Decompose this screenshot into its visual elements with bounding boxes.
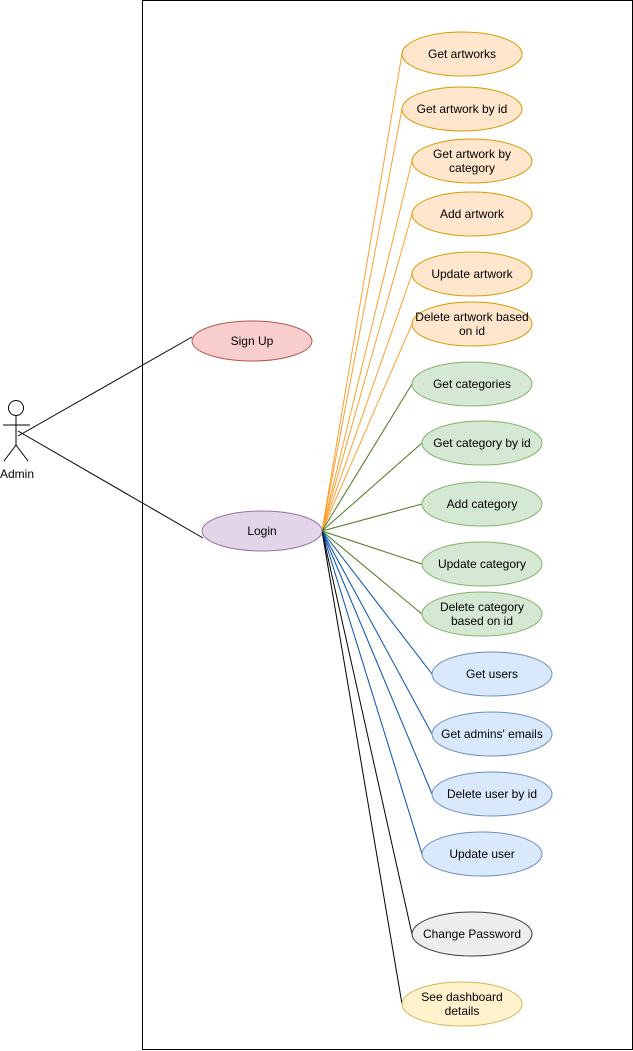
association-login-change-password — [321, 530, 413, 935]
get-category-by-id-use-case[interactable]: Get category by id — [421, 420, 543, 466]
association-login-update-artwork — [321, 273, 413, 532]
get-categories-use-case-label: Get categories — [433, 377, 511, 391]
association-login-delete-category — [321, 530, 423, 615]
association-login-get-categories — [321, 383, 413, 532]
actor-label: Admin — [0, 467, 34, 481]
delete-category-use-case-label: Delete category — [440, 600, 524, 614]
get-artwork-by-id-use-case-ellipse — [401, 86, 523, 132]
get-artworks-use-case-ellipse — [401, 31, 523, 77]
admin-actor[interactable]: Admin — [0, 400, 34, 482]
delete-artwork-use-case-label: Delete artwork based — [415, 310, 528, 324]
sign-up-use-case[interactable]: Sign Up — [191, 320, 313, 362]
add-category-use-case[interactable]: Add category — [421, 481, 543, 527]
update-artwork-use-case[interactable]: Update artwork — [411, 251, 533, 297]
association-login-update-user — [321, 530, 423, 855]
get-users-use-case-label: Get users — [466, 667, 518, 681]
delete-artwork-use-case-ellipse — [411, 301, 533, 347]
get-category-by-id-use-case-label: Get category by id — [433, 436, 530, 450]
association-login-get-artwork-by-category — [321, 160, 413, 532]
change-password-use-case[interactable]: Change Password — [411, 911, 533, 957]
get-artworks-use-case-label: Get artworks — [428, 47, 496, 61]
update-user-use-case[interactable]: Update user — [421, 831, 543, 877]
delete-user-by-id-use-case-ellipse — [431, 771, 553, 817]
get-admins-emails-use-case-label: Get admins' emails — [441, 727, 543, 741]
get-admins-emails-use-case-ellipse — [431, 711, 553, 757]
association-admin-login — [17, 430, 204, 539]
delete-user-by-id-use-case-label: Delete user by id — [447, 787, 537, 801]
get-artwork-by-category-use-case-ellipse — [411, 138, 533, 184]
add-category-use-case-ellipse — [421, 481, 543, 527]
delete-category-use-case-ellipse — [421, 591, 543, 637]
update-artwork-use-case-ellipse — [411, 251, 533, 297]
login-use-case[interactable]: Login — [201, 510, 323, 552]
get-users-use-case[interactable]: Get users — [431, 651, 553, 697]
association-login-get-users — [321, 530, 433, 675]
association-lines — [17, 53, 433, 1005]
add-artwork-use-case[interactable]: Add artwork — [411, 191, 533, 237]
association-login-delete-artwork — [321, 323, 413, 532]
sign-up-use-case-label: Sign Up — [231, 334, 274, 348]
association-login-get-category-by-id — [321, 442, 423, 532]
get-categories-use-case[interactable]: Get categories — [411, 361, 533, 407]
association-login-delete-user-by-id — [321, 530, 433, 795]
get-category-by-id-use-case-ellipse — [421, 420, 543, 466]
use-case-nodes: Sign Up Login Get artworks Get artwork by i… — [191, 31, 553, 1027]
association-login-get-admins-emails — [321, 530, 433, 735]
delete-user-by-id-use-case[interactable]: Delete user by id — [431, 771, 553, 817]
login-use-case-label: Login — [247, 524, 276, 538]
delete-category-use-case-label: based on id — [451, 614, 513, 628]
delete-artwork-use-case-label: on id — [459, 324, 485, 338]
add-category-use-case-label: Add category — [447, 497, 518, 511]
update-user-use-case-label: Update user — [449, 847, 514, 861]
login-use-case-ellipse — [201, 510, 323, 552]
get-admins-emails-use-case[interactable]: Get admins' emails — [431, 711, 553, 757]
update-category-use-case[interactable]: Update category — [421, 541, 543, 587]
update-user-use-case-ellipse — [421, 831, 543, 877]
change-password-use-case-label: Change Password — [423, 927, 521, 941]
association-login-update-category — [321, 530, 423, 565]
get-artwork-by-id-use-case[interactable]: Get artwork by id — [401, 86, 523, 132]
see-dashboard-details-use-case-label: See dashboard — [421, 990, 502, 1004]
get-artwork-by-category-use-case-label: Get artwork by — [433, 147, 511, 161]
add-artwork-use-case-ellipse — [411, 191, 533, 237]
get-categories-use-case-ellipse — [411, 361, 533, 407]
association-login-see-dashboard-details — [321, 530, 403, 1005]
update-category-use-case-ellipse — [421, 541, 543, 587]
association-login-get-artwork-by-id — [321, 108, 403, 532]
association-login-add-category — [321, 503, 423, 532]
see-dashboard-details-use-case-label: details — [445, 1004, 480, 1018]
get-artwork-by-id-use-case-label: Get artwork by id — [417, 102, 508, 116]
sign-up-use-case-ellipse — [191, 320, 313, 362]
change-password-use-case-ellipse — [411, 911, 533, 957]
association-admin-sign-up — [17, 336, 193, 437]
add-artwork-use-case-label: Add artwork — [440, 207, 505, 221]
update-artwork-use-case-label: Update artwork — [431, 267, 513, 281]
association-login-add-artwork — [321, 213, 413, 532]
association-login-get-artworks — [321, 53, 403, 532]
get-users-use-case-ellipse — [431, 651, 553, 697]
get-artwork-by-category-use-case-label: category — [449, 161, 495, 175]
update-category-use-case-label: Update category — [438, 557, 526, 571]
stick-figure-icon — [3, 400, 30, 462]
get-artworks-use-case[interactable]: Get artworks — [401, 31, 523, 77]
see-dashboard-details-use-case-ellipse — [401, 981, 523, 1027]
